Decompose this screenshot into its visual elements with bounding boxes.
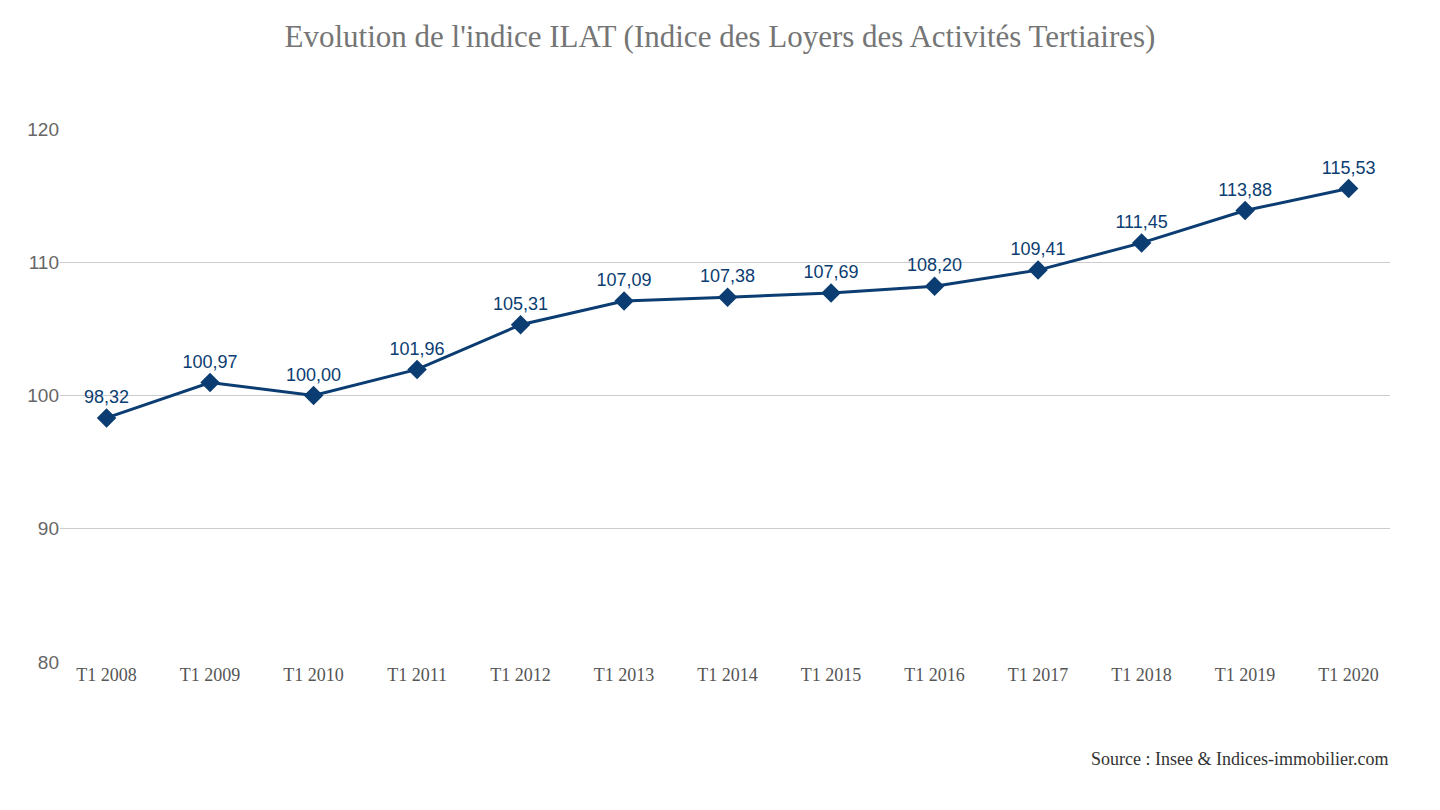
svg-text:113,88: 113,88 <box>1218 180 1272 200</box>
svg-text:Evolution de l'indice ILAT (In: Evolution de l'indice ILAT (Indice des L… <box>285 19 1156 54</box>
svg-text:101,96: 101,96 <box>390 339 445 359</box>
svg-text:107,38: 107,38 <box>700 266 755 286</box>
svg-text:T1 2011: T1 2011 <box>387 665 447 685</box>
svg-text:T1 2009: T1 2009 <box>180 665 241 685</box>
svg-text:110: 110 <box>29 252 59 273</box>
svg-text:T1 2015: T1 2015 <box>801 665 862 685</box>
svg-text:T1 2013: T1 2013 <box>594 665 655 685</box>
svg-text:90: 90 <box>38 518 59 539</box>
svg-text:100: 100 <box>27 385 59 406</box>
svg-text:115,53: 115,53 <box>1322 158 1376 178</box>
svg-text:120: 120 <box>27 119 59 140</box>
svg-text:T1 2017: T1 2017 <box>1008 665 1069 685</box>
svg-text:T1 2014: T1 2014 <box>697 665 758 685</box>
svg-text:T1 2016: T1 2016 <box>904 665 965 685</box>
svg-text:108,20: 108,20 <box>907 255 962 275</box>
svg-text:109,41: 109,41 <box>1011 239 1066 259</box>
svg-text:T1 2019: T1 2019 <box>1215 665 1276 685</box>
svg-text:T1 2020: T1 2020 <box>1318 665 1379 685</box>
svg-text:Source : Insee & Indices-immob: Source : Insee & Indices-immobilier.com <box>1091 749 1388 769</box>
svg-text:100,97: 100,97 <box>183 352 238 372</box>
svg-text:98,32: 98,32 <box>84 387 129 407</box>
svg-text:107,69: 107,69 <box>804 262 859 282</box>
svg-text:80: 80 <box>38 652 59 673</box>
svg-text:T1 2018: T1 2018 <box>1111 665 1172 685</box>
svg-text:105,31: 105,31 <box>493 294 548 314</box>
svg-text:T1 2010: T1 2010 <box>283 665 344 685</box>
svg-text:100,00: 100,00 <box>286 365 341 385</box>
svg-text:111,45: 111,45 <box>1115 212 1167 232</box>
svg-text:T1 2008: T1 2008 <box>76 665 137 685</box>
svg-text:107,09: 107,09 <box>597 270 652 290</box>
svg-text:T1 2012: T1 2012 <box>490 665 551 685</box>
